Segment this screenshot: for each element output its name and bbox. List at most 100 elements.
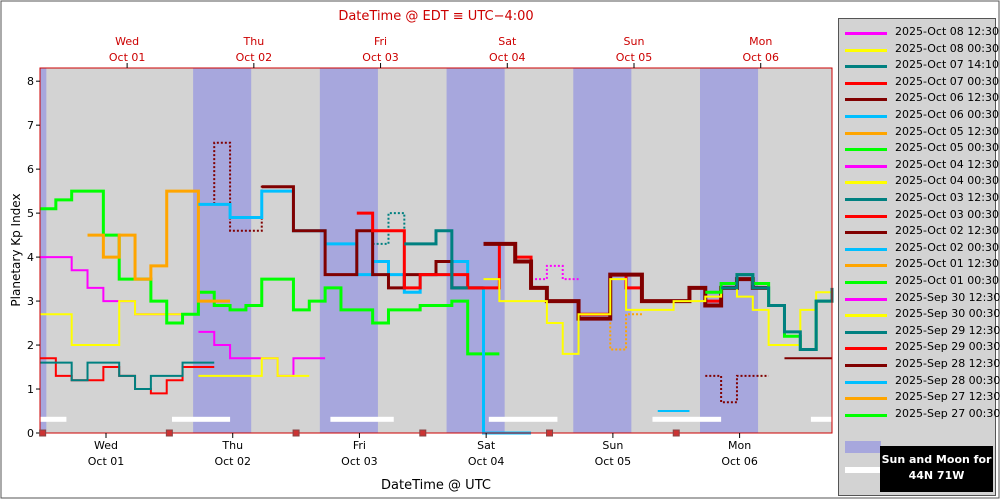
legend-item: 2025-Sep 29 00:30 <box>845 340 1000 356</box>
legend-item: 2025-Oct 03 12:30 <box>845 191 999 207</box>
top-day-name-1: Thu <box>243 35 265 48</box>
chart-title: DateTime @ EDT ≡ UTC−4:00 <box>338 9 533 24</box>
y-tick-label-0: 0 <box>27 427 34 440</box>
top-day-name-0: Wed <box>115 35 139 48</box>
top-day-date-5: Oct 06 <box>742 51 779 64</box>
bottom-day-labels: Wed Oct 01 Thu Oct 02 Fri Oct 03 Sat Oct 04 Sun O… <box>88 439 758 468</box>
legend-label: 2025-Oct 06 00:30 <box>895 108 999 121</box>
legend-swatch <box>845 98 887 102</box>
legend-swatch <box>845 115 887 118</box>
top-day-name-2: Fri <box>374 35 387 48</box>
legend-item: 2025-Oct 05 00:30 <box>845 141 999 157</box>
legend-swatch <box>845 131 887 135</box>
legend-swatch <box>845 181 887 185</box>
y-tick-label-3: 3 <box>27 295 34 308</box>
bottom-day-name-4: Sun <box>602 439 623 452</box>
day-marker-2 <box>292 429 300 437</box>
legend-label: 2025-Oct 07 14:10 <box>895 58 999 72</box>
top-day-name-5: Mon <box>749 35 772 48</box>
sun-moon-box: Sun and Moon for 44N 71W <box>880 446 993 492</box>
bottom-day-name-0: Wed <box>94 439 118 452</box>
legend-label: 2025-Oct 06 12:30 <box>895 91 999 105</box>
legend-label: 2025-Sep 30 12:30 <box>895 290 1001 304</box>
legend-item: 2025-Oct 02 00:30 <box>845 241 999 257</box>
legend-swatch <box>845 48 887 52</box>
legend-label: 2025-Oct 02 12:30 <box>895 224 999 238</box>
top-day-date-3: Oct 04 <box>489 51 526 64</box>
trace-11 <box>404 229 468 290</box>
night-band-1 <box>193 68 252 433</box>
y-tick-label-2: 2 <box>27 339 34 352</box>
legend-item: 2025-Oct 04 12:30 <box>845 158 999 174</box>
legend-label: 2025-Oct 05 12:30 <box>895 124 999 138</box>
moon-bars <box>40 416 832 422</box>
trace-15 <box>721 273 834 351</box>
top-day-date-0: Oct 01 <box>109 51 146 64</box>
legend-item: 2025-Sep 28 12:30 <box>845 357 1000 373</box>
moon-bar-3 <box>488 416 558 422</box>
day-marker-1 <box>165 429 173 437</box>
legend-swatch <box>845 330 887 334</box>
dotted-trace-3 <box>531 264 579 281</box>
night-band-5 <box>700 68 759 433</box>
legend-label: 2025-Oct 01 00:30 <box>895 274 999 287</box>
legend-item: 2025-Oct 01 00:30 <box>845 274 999 290</box>
legend-swatch <box>845 81 887 85</box>
legend-swatch <box>845 214 887 218</box>
moon-bar-2 <box>330 416 394 422</box>
legend-swatch <box>845 314 887 318</box>
y-tick-label-6: 6 <box>27 163 34 176</box>
legend-swatch <box>845 364 887 367</box>
legend-swatch <box>845 297 887 301</box>
moon-bar-0 <box>40 416 67 422</box>
day-marker-4 <box>546 429 554 437</box>
legend-night-swatch <box>845 441 881 453</box>
day-marker-0 <box>39 429 47 437</box>
top-day-date-1: Oct 02 <box>236 51 273 64</box>
legend-label: 2025-Oct 02 00:30 <box>895 240 999 254</box>
plot-border <box>39 67 833 434</box>
trace-7 <box>87 189 231 303</box>
legend: 2025-Oct 08 12:30 2025-Oct 08 00:30 2025-O… <box>838 18 1000 496</box>
legend-item: 2025-Oct 03 00:30 <box>845 208 999 224</box>
dotted-trace-5 <box>705 374 769 404</box>
legend-label: 2025-Oct 08 00:30 <box>895 41 999 55</box>
y-tick-label-5: 5 <box>27 207 34 220</box>
legend-label: 2025-Oct 03 12:30 <box>895 191 999 204</box>
bottom-day-date-5: Oct 06 <box>721 455 758 468</box>
bottom-day-name-3: Sat <box>477 439 496 452</box>
legend-label: 2025-Oct 04 00:30 <box>895 174 999 188</box>
bottom-day-name-2: Fri <box>353 439 366 452</box>
bottom-day-date-2: Oct 03 <box>341 455 378 468</box>
legend-label: 2025-Sep 27 00:30 <box>895 406 1001 420</box>
legend-item: 2025-Oct 02 12:30 <box>845 224 999 240</box>
top-day-labels: Wed Oct 01 Thu Oct 02 Fri Oct 03 Sat Oct 04 Sun O… <box>109 35 779 64</box>
dotted-trace-1 <box>198 141 278 232</box>
legend-label: 2025-Sep 29 12:30 <box>895 323 1001 337</box>
legend-item: 2025-Oct 04 00:30 <box>845 174 999 190</box>
legend-moon-swatch <box>845 467 881 473</box>
legend-swatch <box>845 164 887 168</box>
bottom-day-date-3: Oct 04 <box>468 455 505 468</box>
legend-label: 2025-Oct 07 00:30 <box>895 74 999 88</box>
trace-2 <box>40 300 183 347</box>
moon-bar-5 <box>810 416 832 422</box>
sun-moon-line2: 44N 71W <box>908 469 965 482</box>
night-band-4 <box>573 68 632 433</box>
legend-label: 2025-Oct 01 12:30 <box>895 257 999 271</box>
legend-item: 2025-Sep 27 12:30 <box>845 390 1000 406</box>
legend-swatch <box>845 281 887 284</box>
y-tick-label-8: 8 <box>27 75 34 88</box>
legend-item: 2025-Sep 28 00:30 <box>845 374 1000 390</box>
legend-swatch <box>845 32 887 35</box>
legend-label: 2025-Sep 28 12:30 <box>895 357 1001 370</box>
legend-item: 2025-Oct 07 00:30 <box>845 75 999 91</box>
legend-label: 2025-Sep 28 00:30 <box>895 373 1001 387</box>
legend-label: 2025-Sep 29 00:30 <box>895 340 1001 354</box>
legend-swatch <box>845 380 887 384</box>
top-day-name-4: Sun <box>624 35 645 48</box>
legend-swatch <box>845 413 887 417</box>
day-marker-3 <box>419 429 427 437</box>
legend-swatch <box>845 198 887 201</box>
y-axis-label: Planetary Kp Index <box>9 193 23 306</box>
